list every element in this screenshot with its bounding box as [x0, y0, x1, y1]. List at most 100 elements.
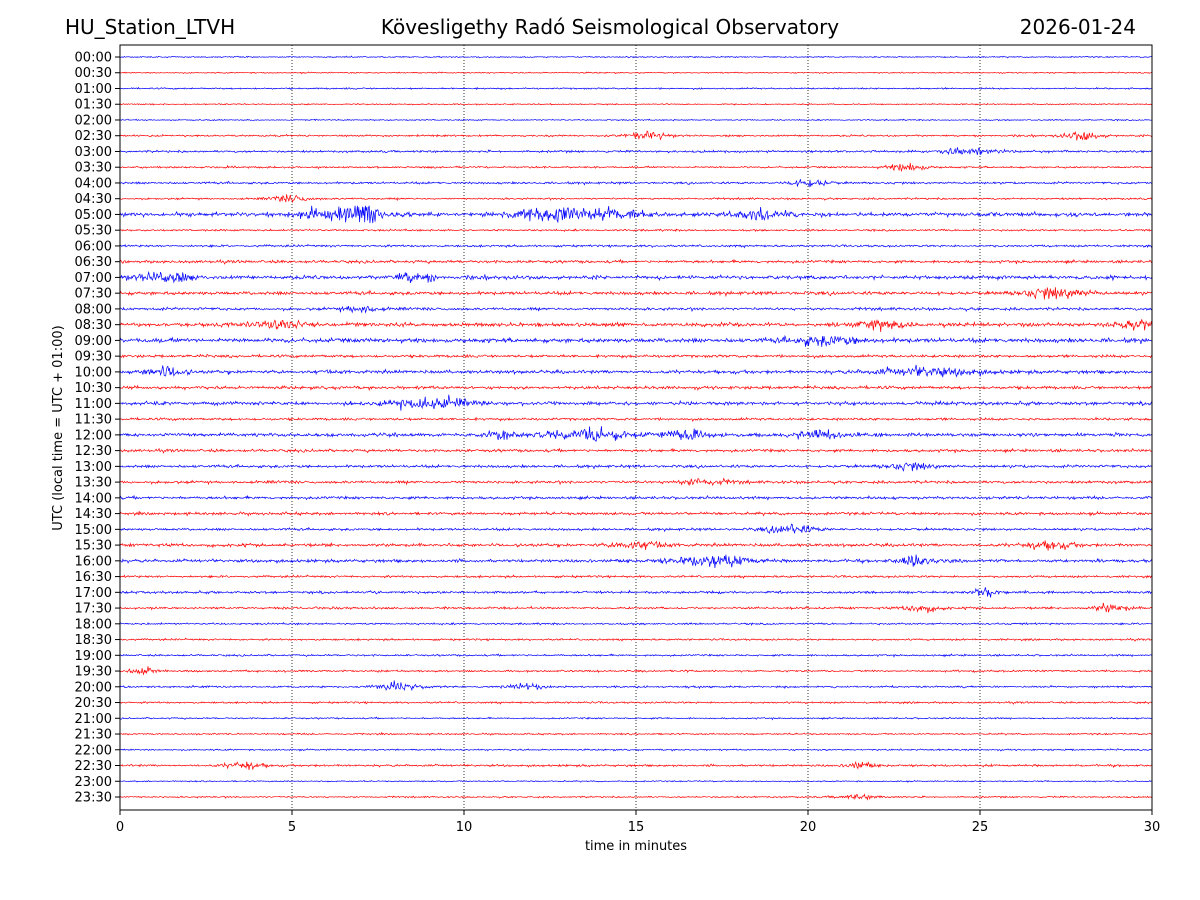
y-tick-label: 22:00: [75, 743, 112, 758]
y-tick-label: 19:30: [75, 665, 112, 680]
y-tick-label: 10:30: [75, 381, 112, 396]
x-tick-label: 0: [116, 820, 124, 835]
y-tick-label: 02:00: [75, 113, 112, 128]
trace-0230: [119, 130, 1153, 141]
x-tick-label: 10: [456, 820, 473, 835]
trace-0930: [120, 353, 1153, 360]
y-tick-label: 21:00: [75, 712, 112, 727]
y-tick-label: 03:00: [75, 145, 112, 160]
trace-0130: [119, 102, 1153, 106]
y-tick-label: 14:00: [75, 491, 112, 506]
trace-0600: [119, 243, 1153, 249]
trace-1300: [119, 462, 1153, 472]
trace-0500: [119, 205, 1153, 224]
x-tick-label: 5: [288, 820, 296, 835]
trace-1200: [119, 426, 1153, 442]
trace-1900: [119, 653, 1153, 658]
y-tick-label: 12:30: [75, 444, 112, 459]
y-tick-label: 11:00: [75, 397, 112, 412]
y-tick-label: 21:30: [75, 728, 112, 743]
y-tick-label: 13:00: [75, 460, 112, 475]
x-tick-label: 20: [800, 820, 817, 835]
station-title: HU_Station_LTVH: [65, 15, 236, 39]
y-tick-label: 17:30: [75, 602, 112, 617]
trace-2330: [119, 793, 1153, 801]
y-tick-label: 00:30: [75, 66, 112, 81]
trace-0830: [119, 319, 1153, 333]
trace-0630: [119, 258, 1153, 265]
y-tick-label: 07:00: [75, 271, 112, 286]
trace-1230: [119, 447, 1153, 454]
trace-1800: [119, 621, 1153, 626]
trace-0400: [119, 179, 1153, 188]
trace-0030: [119, 71, 1152, 75]
trace-1100: [119, 394, 1153, 411]
y-tick-label: 08:30: [75, 318, 112, 333]
y-tick-label: 19:00: [75, 649, 112, 664]
y-tick-label: 12:00: [75, 428, 112, 443]
y-tick-label: 16:30: [75, 570, 112, 585]
y-tick-label: 22:30: [75, 759, 112, 774]
y-tick-label: 18:00: [75, 617, 112, 632]
x-tick-label: 30: [1144, 820, 1161, 835]
y-tick-label: 15:00: [75, 523, 112, 538]
y-tick-label: 01:30: [75, 98, 112, 113]
trace-0900: [119, 334, 1153, 347]
trace-1730: [119, 602, 1153, 614]
y-tick-label: 13:30: [75, 476, 112, 491]
y-tick-label: 10:00: [75, 365, 112, 380]
trace-0200: [119, 118, 1153, 122]
trace-1030: [119, 384, 1153, 392]
y-tick-label: 23:30: [75, 791, 112, 806]
x-tick-label: 25: [972, 820, 989, 835]
trace-1630: [119, 574, 1153, 580]
x-tick-label: 15: [628, 820, 645, 835]
trace-0700: [120, 270, 1153, 284]
trace-0800: [119, 305, 1153, 314]
y-tick-label: 04:30: [75, 192, 112, 207]
y-tick-label: 20:00: [75, 680, 112, 695]
trace-1000: [119, 364, 1152, 378]
trace-1530: [119, 540, 1153, 551]
y-tick-label: 06:00: [75, 239, 112, 254]
y-tick-label: 07:30: [75, 287, 112, 302]
y-tick-label: 00:00: [75, 51, 112, 66]
y-tick-label: 03:30: [75, 161, 112, 176]
trace-2130: [119, 731, 1153, 736]
trace-0730: [119, 287, 1153, 300]
y-tick-label: 18:30: [75, 633, 112, 648]
y-tick-label: 23:00: [75, 775, 112, 790]
y-axis-label: UTC (local time = UTC + 01:00): [51, 325, 66, 530]
trace-2030: [119, 700, 1153, 705]
y-tick-label: 09:00: [75, 334, 112, 349]
trace-1930: [119, 666, 1153, 676]
trace-2200: [119, 748, 1153, 752]
trace-1400: [119, 494, 1153, 501]
y-tick-label: 06:30: [75, 255, 112, 270]
y-tick-label: 01:00: [75, 82, 112, 97]
y-tick-label: 11:30: [75, 413, 112, 428]
y-tick-label: 14:30: [75, 507, 112, 522]
trace-0000: [120, 55, 1153, 59]
trace-2100: [119, 716, 1152, 721]
y-tick-label: 17:00: [75, 586, 112, 601]
date-title: 2026-01-24: [1019, 15, 1136, 39]
x-axis-label: time in minutes: [585, 839, 687, 854]
y-tick-label: 16:00: [75, 554, 112, 569]
y-tick-label: 05:00: [75, 208, 112, 223]
y-tick-label: 04:00: [75, 176, 112, 191]
trace-1430: [119, 510, 1153, 517]
y-tick-label: 02:30: [75, 129, 112, 144]
y-tick-label: 15:30: [75, 539, 112, 554]
y-tick-label: 08:00: [75, 302, 112, 317]
trace-2000: [119, 680, 1152, 692]
trace-2300: [119, 779, 1153, 783]
trace-0330: [119, 162, 1153, 173]
trace-1500: [119, 523, 1153, 535]
trace-1700: [119, 587, 1153, 598]
observatory-title: Kövesligethy Radó Seismological Observat…: [380, 15, 840, 39]
trace-0430: [119, 194, 1153, 204]
trace-1830: [119, 637, 1153, 642]
trace-0530: [119, 228, 1153, 233]
